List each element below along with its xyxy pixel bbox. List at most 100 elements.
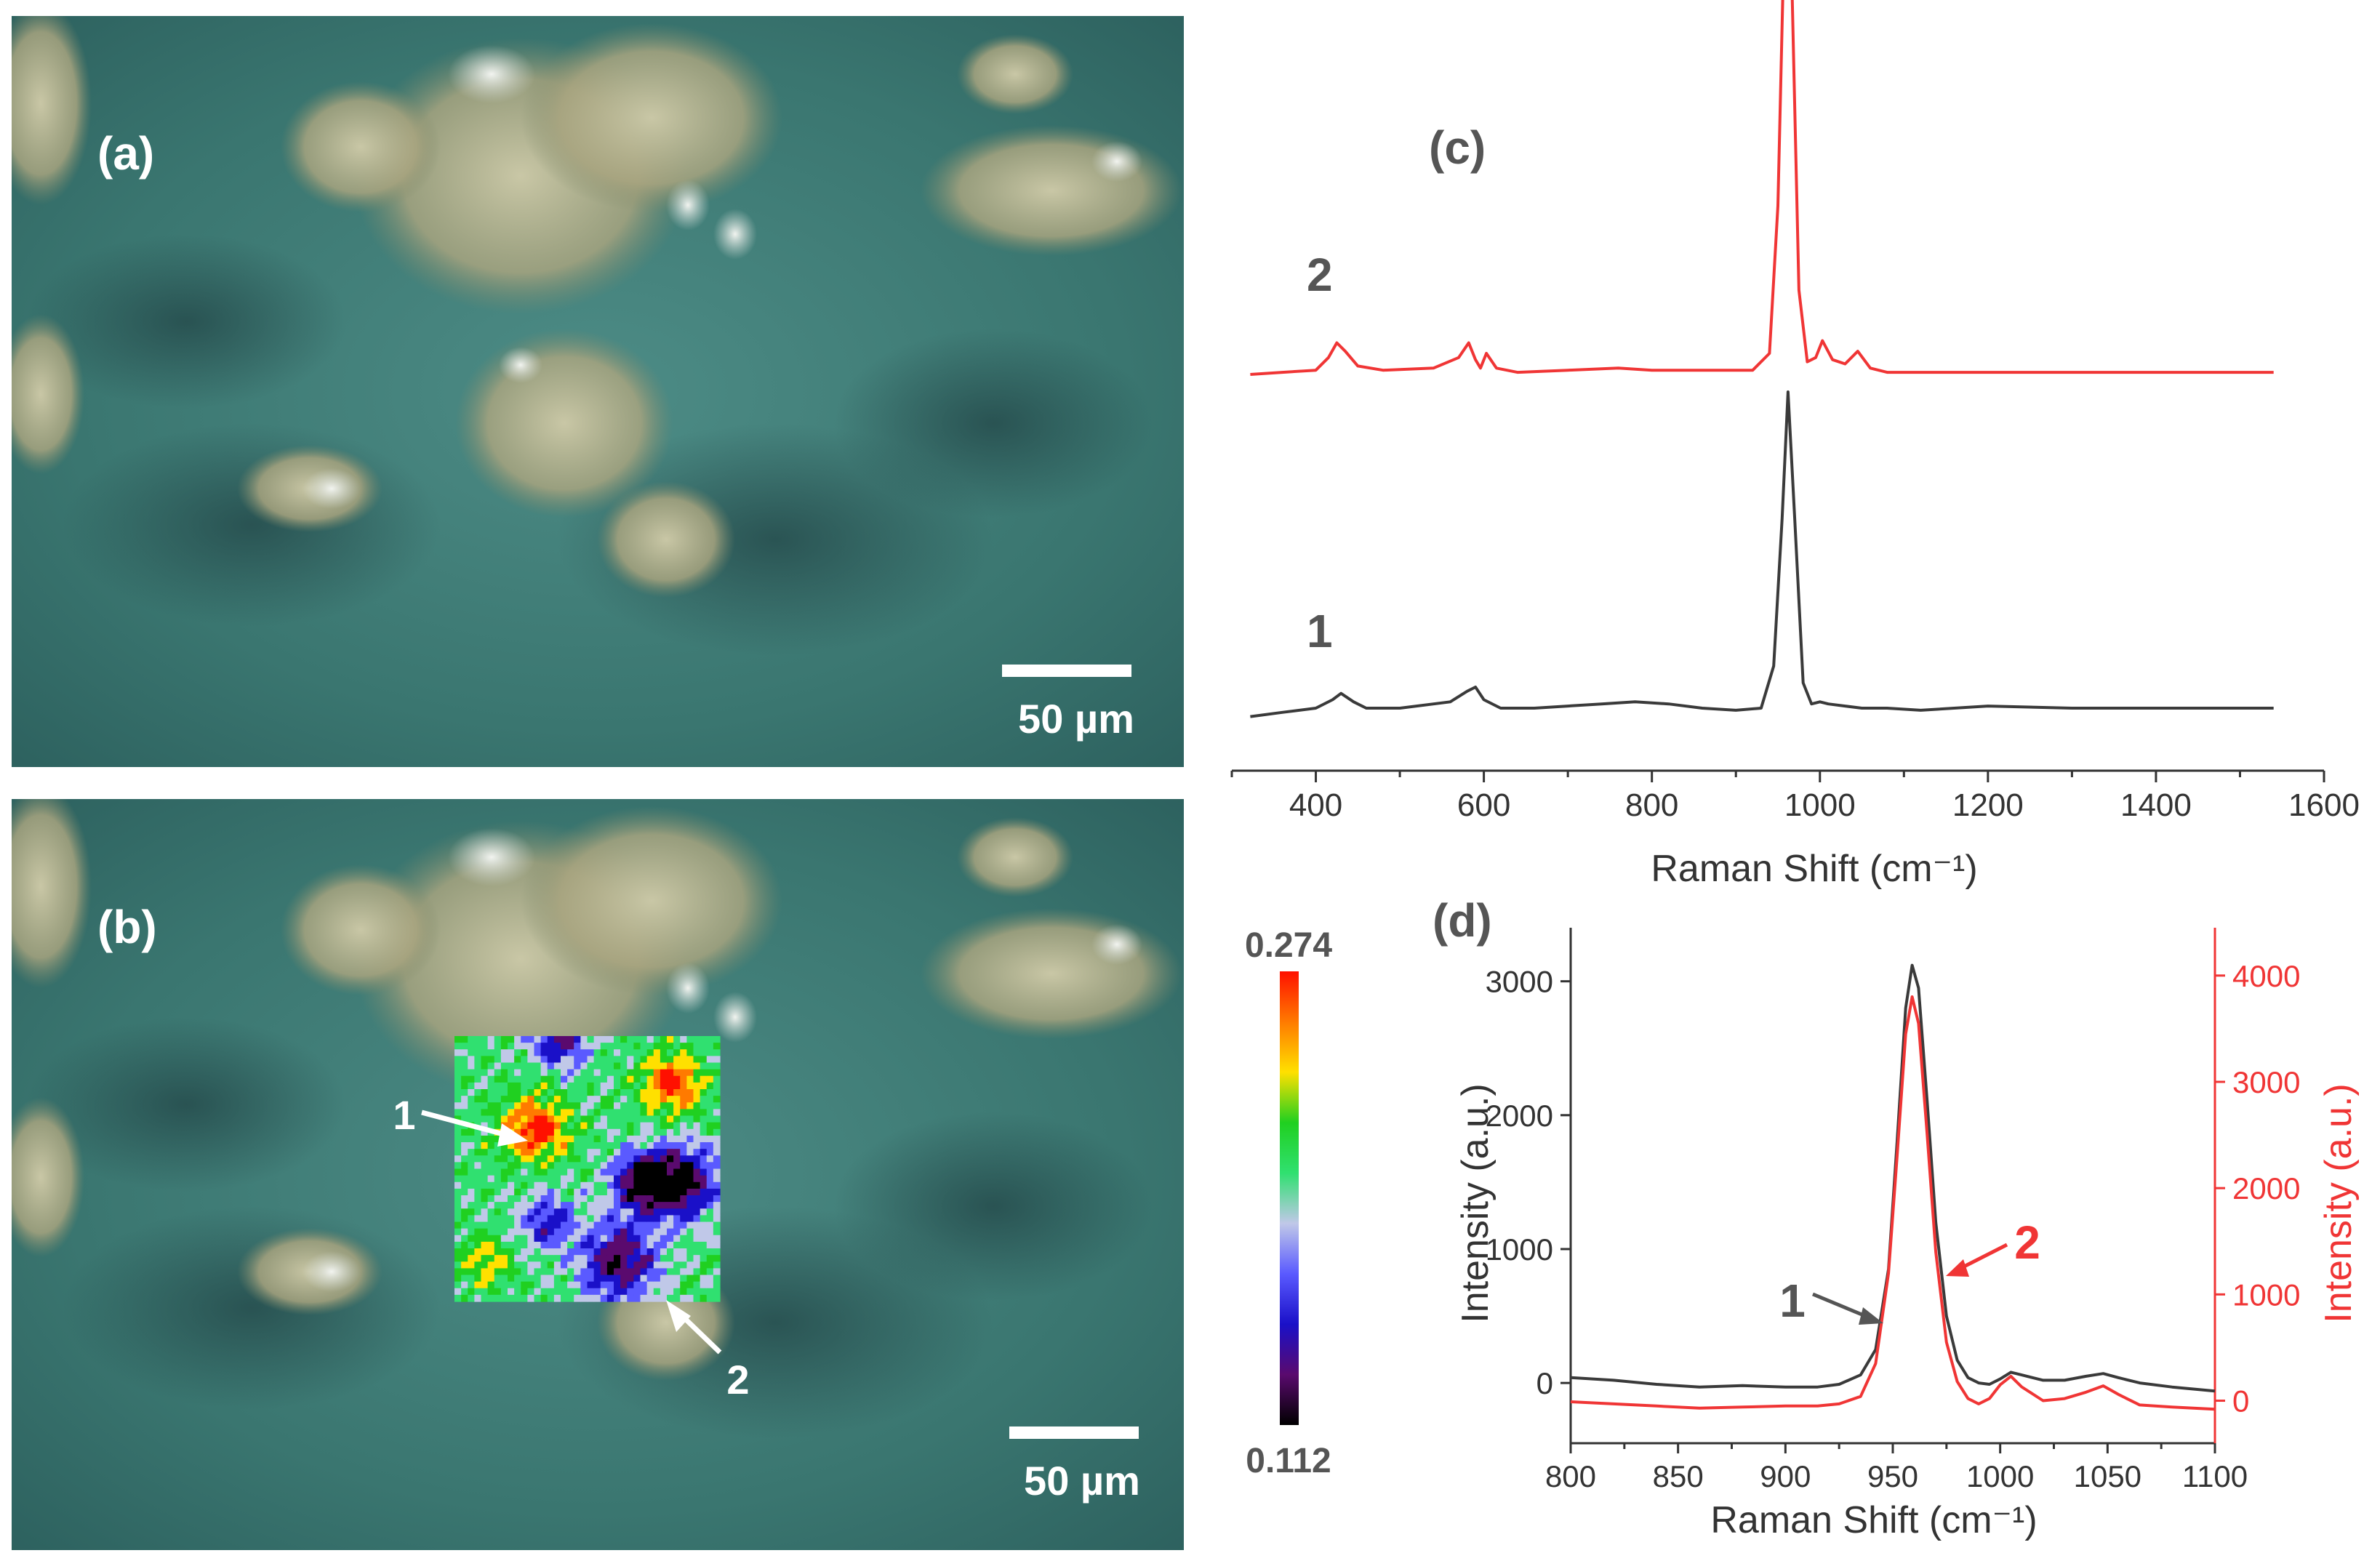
- raman-map-cell: [514, 1281, 521, 1289]
- raman-map-cell: [481, 1168, 489, 1176]
- raman-map-cell: [494, 1235, 502, 1243]
- raman-map-cell: [693, 1043, 701, 1050]
- raman-map-cell: [508, 1069, 515, 1077]
- raman-map-cell: [620, 1268, 628, 1276]
- raman-map-cell: [620, 1175, 628, 1183]
- raman-map-cell: [540, 1089, 548, 1096]
- raman-map-cell: [713, 1195, 721, 1203]
- raman-map-cell: [593, 1168, 601, 1176]
- raman-map-cell: [646, 1281, 654, 1289]
- c-x-tick-label: 1200: [1952, 787, 2024, 823]
- raman-map-cell: [620, 1208, 628, 1216]
- raman-map-cell: [640, 1215, 648, 1223]
- raman-map-cell: [521, 1294, 528, 1302]
- raman-map-cell: [561, 1128, 568, 1136]
- raman-map-cell: [614, 1255, 621, 1262]
- raman-map-cell: [627, 1268, 634, 1276]
- raman-map-cell: [461, 1089, 468, 1096]
- raman-map-cell: [527, 1281, 535, 1289]
- raman-map-cell: [693, 1162, 701, 1170]
- raman-map-cell: [667, 1089, 674, 1096]
- raman-map-cell: [500, 1188, 508, 1196]
- raman-map-cell: [553, 1202, 561, 1209]
- raman-map-cell: [468, 1075, 475, 1083]
- raman-map-cell: [461, 1261, 468, 1269]
- raman-map-cell: [547, 1195, 555, 1203]
- raman-map-cell: [514, 1255, 521, 1262]
- raman-map-cell: [481, 1248, 489, 1256]
- raman-map-cell: [680, 1062, 687, 1070]
- raman-map-cell: [461, 1255, 468, 1262]
- raman-map-cell: [646, 1275, 654, 1283]
- raman-map-cell: [468, 1248, 475, 1256]
- raman-map-cell: [547, 1155, 555, 1163]
- raman-map-cell: [487, 1155, 495, 1163]
- d-curve-1-label: 1: [1779, 1275, 1806, 1327]
- raman-map-cell: [640, 1069, 648, 1077]
- raman-map-cell: [521, 1215, 528, 1223]
- raman-map-cell: [508, 1102, 515, 1109]
- raman-map-cell: [706, 1056, 714, 1064]
- raman-map-cell: [547, 1056, 555, 1064]
- raman-map-cell: [494, 1155, 502, 1163]
- raman-map-cell: [620, 1168, 628, 1176]
- raman-map-cell: [660, 1228, 668, 1236]
- raman-map-cell: [606, 1109, 614, 1117]
- d-arrow-1-head: [1859, 1307, 1883, 1325]
- raman-map-cell: [633, 1075, 641, 1083]
- raman-map-cell: [567, 1162, 574, 1170]
- raman-map-cell: [500, 1036, 508, 1043]
- panel-b: (b) 1 2 50 µm: [12, 799, 1184, 1550]
- raman-map-cell: [627, 1075, 634, 1083]
- raman-map-cell: [713, 1122, 721, 1130]
- raman-map-cell: [481, 1043, 489, 1050]
- raman-map-cell: [454, 1115, 462, 1123]
- raman-map-cell: [514, 1228, 521, 1236]
- raman-map-cell: [474, 1149, 482, 1156]
- raman-map-cell: [574, 1142, 581, 1149]
- raman-map-cell: [614, 1142, 621, 1149]
- raman-map-cell: [587, 1135, 595, 1143]
- raman-map-cell: [494, 1202, 502, 1209]
- raman-map-cell: [454, 1036, 462, 1043]
- raman-map-cell: [706, 1202, 714, 1209]
- raman-map-cell: [553, 1128, 561, 1136]
- raman-map-cell: [461, 1215, 468, 1223]
- raman-map-cell: [640, 1221, 648, 1229]
- raman-map-cell: [633, 1228, 641, 1236]
- raman-map-cell: [646, 1102, 654, 1109]
- raman-map-cell: [633, 1195, 641, 1203]
- raman-map-cell: [461, 1049, 468, 1056]
- raman-map-cell: [633, 1255, 641, 1262]
- raman-map-cell: [627, 1115, 634, 1123]
- raman-map-cell: [700, 1089, 708, 1096]
- raman-map-cell: [468, 1043, 475, 1050]
- raman-map-cell: [614, 1089, 621, 1096]
- raman-map-cell: [534, 1202, 542, 1209]
- raman-map-cell: [667, 1062, 674, 1070]
- raman-map-cell: [673, 1075, 681, 1083]
- raman-map-cell: [487, 1235, 495, 1243]
- raman-map-cell: [547, 1288, 555, 1296]
- raman-map-cell: [580, 1135, 588, 1143]
- raman-map-cell: [521, 1195, 528, 1203]
- raman-map-cell: [706, 1155, 714, 1163]
- raman-map-cell: [667, 1248, 674, 1256]
- raman-map-cell: [553, 1135, 561, 1143]
- raman-map-cell: [600, 1275, 608, 1283]
- raman-map-cell: [461, 1128, 468, 1136]
- raman-map-cell: [627, 1168, 634, 1176]
- raman-map-cell: [600, 1294, 608, 1302]
- raman-map-cell: [620, 1149, 628, 1156]
- raman-map-cell: [534, 1056, 542, 1064]
- raman-map-cell: [620, 1122, 628, 1130]
- raman-map-cell: [468, 1082, 475, 1090]
- raman-map-cell: [600, 1215, 608, 1223]
- raman-map-cell: [567, 1062, 574, 1070]
- raman-map-cell: [653, 1288, 661, 1296]
- raman-map-cell: [614, 1135, 621, 1143]
- raman-map-cell: [534, 1109, 542, 1117]
- raman-map-cell: [640, 1096, 648, 1103]
- raman-map-cell: [614, 1049, 621, 1056]
